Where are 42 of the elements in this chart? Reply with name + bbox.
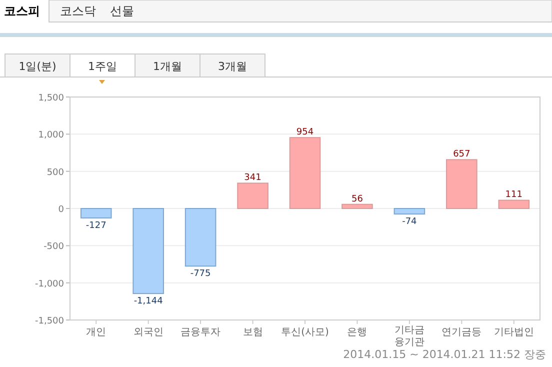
data-label: -775 [190,269,211,280]
x-tick-label: 기타법인 [494,327,534,338]
x-tick-label: 은행 [347,327,368,338]
data-label: -127 [86,220,106,231]
bar [289,137,321,209]
x-tick-label: 보험 [242,327,263,338]
bar [132,208,164,294]
x-tick-label: 기타금융기관 [394,325,424,348]
bar [342,204,373,209]
text: 1개월 [153,60,182,73]
text: 1일(분) [18,60,56,73]
bar [237,182,268,209]
text: 2014.01.15 ~ 2014.01.21 11:52 장중 [343,348,546,361]
text: 코스닥 [60,4,96,18]
x-tick-label: 투신(사모) [281,327,329,338]
y-tick-label: -1,500 [34,316,64,326]
data-label: 954 [296,128,314,138]
text: 코스피 [4,4,40,18]
y-tick-label: -1,000 [34,279,64,290]
x-tick-label: 개인 [86,327,106,338]
text: 선물 [110,4,134,18]
y-tick-label: 500 [46,168,64,178]
y-tick-label: 0 [58,205,64,215]
y-tick-label: -500 [44,242,64,252]
data-label: 657 [453,150,470,160]
y-tick-label: 1,000 [38,130,64,141]
data-label: -74 [402,217,418,227]
bar [80,208,112,218]
x-tick-label: 외국인 [133,327,164,338]
data-label: 111 [505,190,522,200]
bar [446,159,478,209]
bar [394,208,426,214]
data-label: 341 [244,173,262,184]
text: 3개월 [218,60,247,73]
text: 1주일 [88,60,117,73]
bar [184,208,216,267]
data-label: 56 [351,194,364,204]
bar [498,200,530,209]
x-tick-label: 연기금등 [442,327,482,338]
data-label: -1,144 [134,296,164,307]
y-tick-label: 1,500 [38,94,64,104]
x-tick-label: 금융투자 [180,327,221,338]
